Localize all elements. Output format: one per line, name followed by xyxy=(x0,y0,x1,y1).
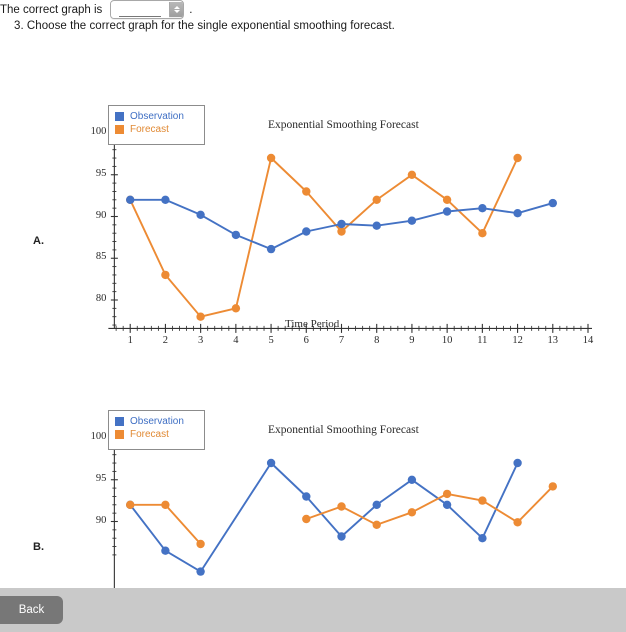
chart-a-series xyxy=(126,153,557,321)
chart-b-legend-row-forecast: Forecast xyxy=(115,428,194,441)
chart-a-legend-forecast-label: Forecast xyxy=(130,124,169,135)
chevron-down-icon xyxy=(173,10,180,13)
chart-b-legend-forecast-label: Forecast xyxy=(130,429,169,440)
chart-b-legend: Observation Forecast xyxy=(108,410,205,450)
chart-a-y-tick-85: 85 xyxy=(95,251,107,263)
forecast-swatch-icon xyxy=(115,125,124,134)
chart-b-series xyxy=(126,458,557,576)
chart-a-x-tick-3: 3 xyxy=(198,335,204,347)
back-button[interactable]: Back xyxy=(0,596,63,624)
option-letter-b: B. xyxy=(33,541,44,553)
chart-b-svg xyxy=(110,434,557,588)
chart-a-x-tick-13: 13 xyxy=(547,335,559,347)
chart-a-legend: Observation Forecast xyxy=(108,105,205,145)
select-value[interactable] xyxy=(111,1,170,18)
answer-label: The correct graph is xyxy=(0,3,103,16)
chart-a-svg xyxy=(108,129,592,333)
forecast-swatch-icon xyxy=(115,430,124,439)
select-stepper-icon[interactable] xyxy=(169,2,184,17)
chart-a-legend-row-observation: Observation xyxy=(115,110,194,123)
chart-a-y-tick-95: 95 xyxy=(95,167,107,179)
chart-b-legend-row-observation: Observation xyxy=(115,415,194,428)
chart-a-x-tick-1: 1 xyxy=(127,335,133,347)
chart-a-x-tick-14: 14 xyxy=(582,335,594,347)
chart-a-legend-observation-label: Observation xyxy=(130,111,184,122)
chart-b-y-tick-90: 90 xyxy=(95,514,107,526)
answer-period: . xyxy=(189,3,193,16)
chart-a-y-tick-80: 80 xyxy=(95,293,107,304)
chart-a-x-tick-11: 11 xyxy=(477,335,488,347)
question-prompt: 3. Choose the correct graph for the sing… xyxy=(14,20,395,32)
bottom-toolbar: Back xyxy=(0,588,626,632)
chart-a-y-tick-90: 90 xyxy=(95,209,107,221)
chart-a-x-tick-2: 2 xyxy=(162,335,169,347)
chart-a-legend-row-forecast: Forecast xyxy=(115,123,194,136)
chart-a-x-tick-10: 10 xyxy=(441,335,453,347)
chart-b-axes xyxy=(110,434,118,588)
chart-b-title: Exponential Smoothing Forecast xyxy=(268,424,419,436)
chart-a-x-tick-6: 6 xyxy=(303,335,309,347)
chart-a-x-tick-5: 5 xyxy=(268,335,274,347)
observation-swatch-icon xyxy=(115,112,124,121)
chart-a-y-tick-100: 100 xyxy=(90,126,107,137)
graph-choice-select[interactable] xyxy=(110,0,185,19)
chart-b-legend-observation-label: Observation xyxy=(130,416,184,427)
chart-a-axes xyxy=(108,129,592,333)
answer-line: The correct graph is . xyxy=(0,0,626,19)
chart-a-x-axis-title: Time Period xyxy=(285,318,340,330)
chart-option-a: 80 85 90 95 100 1 2 3 4 5 6 7 8 9 10 11 12 13 14 Exponent… xyxy=(60,105,600,370)
chevron-up-icon xyxy=(173,6,180,9)
observation-swatch-icon xyxy=(115,417,124,426)
chart-a-title: Exponential Smoothing Forecast xyxy=(268,119,419,131)
chart-a-x-tick-9: 9 xyxy=(409,335,415,347)
chart-a-x-tick-4: 4 xyxy=(233,335,239,347)
chart-a-x-tick-8: 8 xyxy=(374,335,380,347)
chart-option-b: 90 95 100 Exponential Smoothing Forecast O… xyxy=(60,410,626,588)
select-placeholder-line xyxy=(119,9,162,17)
chart-a-x-tick-7: 7 xyxy=(338,335,345,347)
chart-a-x-tick-12: 12 xyxy=(512,335,523,347)
chart-b-y-tick-100: 100 xyxy=(90,431,107,442)
option-letter-a: A. xyxy=(33,235,44,247)
chart-b-y-tick-95: 95 xyxy=(95,472,107,484)
